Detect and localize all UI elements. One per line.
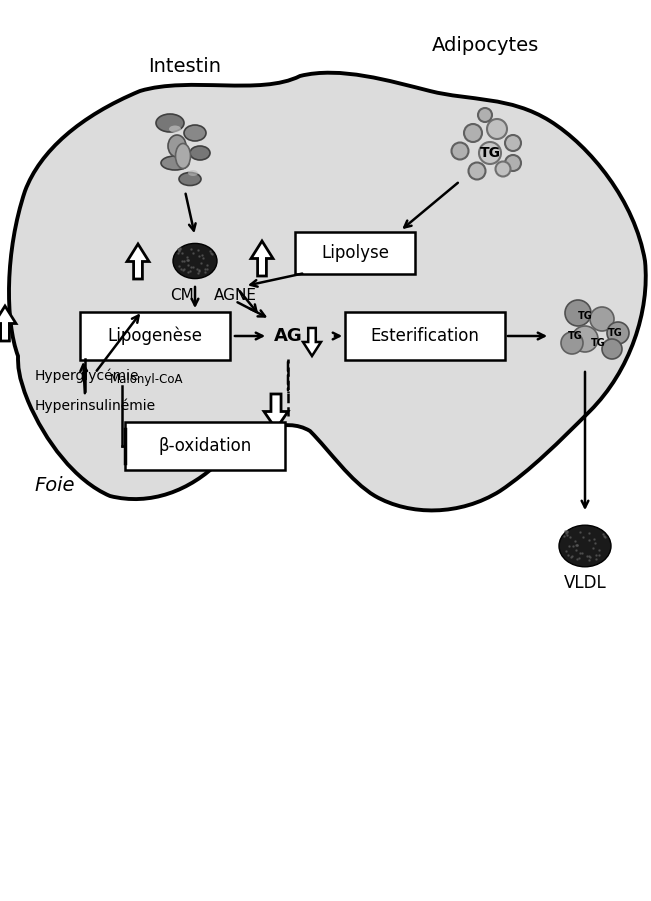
Ellipse shape — [169, 125, 181, 132]
Ellipse shape — [168, 135, 186, 157]
Ellipse shape — [190, 146, 210, 160]
Text: Intestin: Intestin — [148, 57, 221, 76]
Circle shape — [572, 326, 598, 352]
Ellipse shape — [184, 125, 206, 141]
Circle shape — [505, 155, 521, 171]
Text: Adipocytes: Adipocytes — [432, 37, 538, 56]
Circle shape — [478, 108, 492, 122]
Circle shape — [452, 142, 469, 159]
Circle shape — [505, 135, 521, 151]
FancyBboxPatch shape — [80, 312, 230, 360]
Circle shape — [469, 162, 486, 179]
Ellipse shape — [156, 114, 184, 132]
Text: Lipolyse: Lipolyse — [321, 244, 389, 262]
Polygon shape — [303, 328, 321, 356]
Text: AG: AG — [273, 327, 302, 345]
Text: AGNE: AGNE — [214, 288, 256, 304]
Polygon shape — [127, 244, 149, 279]
Text: Esterification: Esterification — [370, 327, 479, 345]
Circle shape — [487, 119, 507, 139]
Text: TG: TG — [568, 331, 583, 341]
Text: TG: TG — [577, 311, 592, 321]
Ellipse shape — [188, 170, 198, 176]
Circle shape — [561, 332, 583, 354]
FancyBboxPatch shape — [125, 422, 285, 470]
Text: Malonyl-CoA: Malonyl-CoA — [110, 372, 184, 386]
Ellipse shape — [559, 525, 611, 567]
Circle shape — [464, 124, 482, 142]
Text: Hyperglycémie: Hyperglycémie — [35, 369, 139, 383]
Circle shape — [565, 300, 591, 326]
Circle shape — [590, 307, 614, 331]
Polygon shape — [264, 394, 288, 429]
Text: β-oxidation: β-oxidation — [158, 437, 252, 455]
PathPatch shape — [9, 73, 646, 511]
Polygon shape — [251, 241, 273, 276]
Text: Lipogenèse: Lipogenèse — [107, 327, 202, 345]
Polygon shape — [0, 306, 16, 341]
FancyBboxPatch shape — [345, 312, 505, 360]
Text: TG: TG — [480, 146, 501, 160]
Text: Foie: Foie — [35, 477, 76, 496]
Ellipse shape — [161, 156, 189, 170]
Circle shape — [495, 161, 510, 177]
Text: TG: TG — [590, 338, 605, 348]
FancyBboxPatch shape — [295, 232, 415, 274]
Circle shape — [607, 322, 629, 344]
Text: Hyperinsulinémie: Hyperinsulinémie — [35, 399, 156, 414]
Circle shape — [479, 142, 501, 164]
Ellipse shape — [179, 172, 201, 186]
Circle shape — [602, 339, 622, 359]
Text: CM: CM — [170, 288, 194, 304]
Text: TG: TG — [607, 328, 622, 338]
Ellipse shape — [173, 243, 217, 278]
Text: VLDL: VLDL — [564, 574, 606, 592]
Ellipse shape — [176, 143, 191, 168]
